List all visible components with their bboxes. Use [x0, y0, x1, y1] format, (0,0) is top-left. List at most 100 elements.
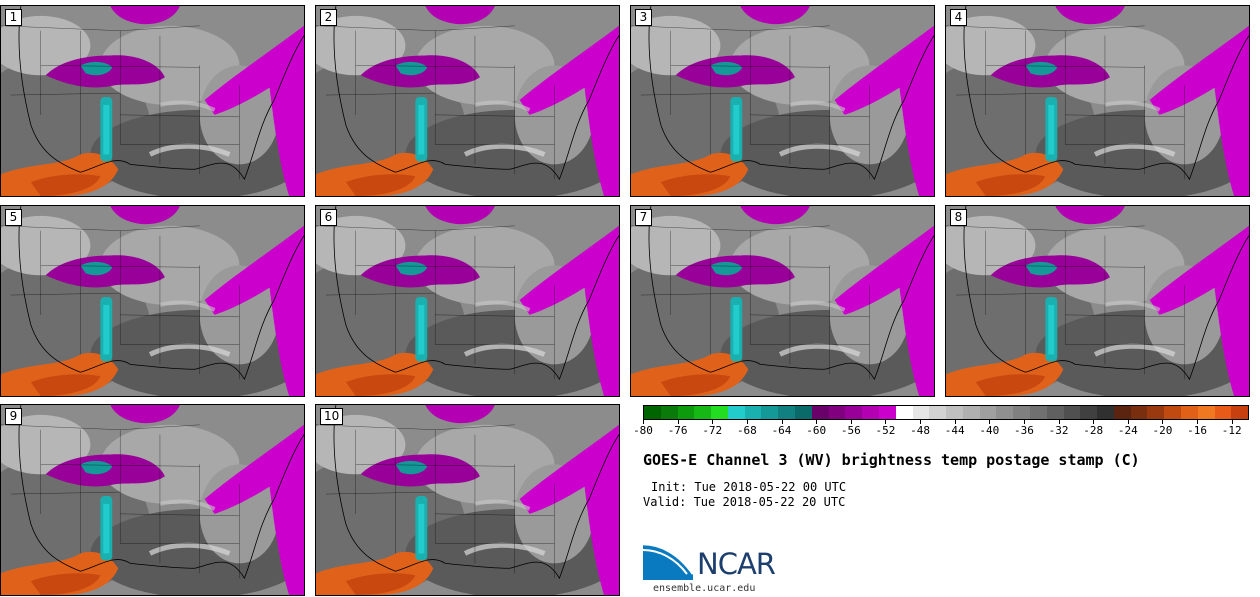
- colorbar-tick-label: -40: [979, 424, 1000, 437]
- colorbar-tick: [885, 420, 887, 424]
- colorbar-tick: [850, 420, 852, 424]
- postage-stamp-panel-6: 6: [315, 205, 620, 397]
- colorbar-segment: [1181, 406, 1198, 419]
- colorbar-segment: [1147, 406, 1165, 419]
- colorbar-tick: [746, 420, 748, 424]
- colorbar-tick-label: -80: [633, 424, 653, 437]
- wv-brightness-map: [1, 405, 304, 595]
- colorbar-segment: [711, 406, 728, 419]
- colorbar-segment: [1080, 406, 1098, 419]
- colorbar-tick-label: -36: [1013, 424, 1034, 437]
- colorbar-segment: [1197, 406, 1215, 419]
- colorbar-tick-label: -52: [875, 424, 896, 437]
- panel-number-label: 8: [950, 209, 967, 226]
- colorbar-segment: [778, 406, 796, 419]
- colorbar-segment: [811, 406, 829, 419]
- colorbar-tick-label: -32: [1048, 424, 1069, 437]
- colorbar-segment: [912, 406, 930, 419]
- colorbar-tick: [1197, 420, 1199, 424]
- colorbar-tick: [816, 420, 818, 424]
- colorbar-tick-label: -48: [910, 424, 930, 437]
- panel-number-label: 3: [635, 9, 652, 26]
- wv-brightness-map: [631, 206, 934, 396]
- colorbar-tick-label: -68: [736, 424, 757, 437]
- postage-stamp-panel-9: 9: [0, 404, 305, 596]
- colorbar-segment: [1130, 406, 1148, 419]
- colorbar-segment: [660, 406, 678, 419]
- postage-stamp-panel-5: 5: [0, 205, 305, 397]
- postage-stamp-panel-10: 10: [315, 404, 620, 596]
- colorbar-tick: [643, 420, 644, 424]
- postage-stamp-panel-3: 3: [630, 5, 935, 197]
- colorbar-segment: [1029, 406, 1047, 419]
- colorbar-segment: [979, 406, 997, 419]
- colorbar-tick-label: -28: [1083, 424, 1104, 437]
- colorbar-segment: [1231, 406, 1249, 419]
- colorbar-tick: [1093, 420, 1095, 424]
- colorbar-tick: [989, 420, 991, 424]
- colorbar-segment: [1113, 406, 1131, 419]
- colorbar-segment: [644, 406, 661, 419]
- panel-number-label: 7: [635, 209, 652, 226]
- panel-number-label: 5: [5, 209, 22, 226]
- colorbar-tick-label: -16: [1187, 424, 1207, 437]
- colorbar-segment: [677, 406, 695, 419]
- colorbar-segment: [1097, 406, 1114, 419]
- colorbar-tick: [1127, 420, 1129, 424]
- colorbar-segment: [895, 406, 913, 419]
- postage-stamp-panel-8: 8: [945, 205, 1250, 397]
- colorbar-segment: [1164, 406, 1181, 419]
- colorbar-tick: [1162, 420, 1164, 424]
- panel-number-label: 1: [5, 9, 22, 26]
- colorbar-tick-label: -60: [806, 424, 827, 437]
- colorbar-tick-label: -24: [1117, 424, 1138, 437]
- panel-number-label: 4: [950, 9, 967, 26]
- colorbar-segment: [1214, 406, 1232, 419]
- colorbar-tick-label: -12: [1221, 424, 1242, 437]
- colorbar-tick: [1023, 420, 1025, 424]
- colorbar-segment: [694, 406, 712, 419]
- colorbar: [643, 405, 1249, 420]
- postage-stamp-panel-1: 1: [0, 5, 305, 197]
- colorbar-tick-label: -20: [1152, 424, 1173, 437]
- colorbar-tick: [1058, 420, 1060, 424]
- wv-brightness-map: [316, 6, 619, 196]
- colorbar-tick: [712, 420, 714, 424]
- init-time: Init: Tue 2018-05-22 00 UTC: [651, 480, 847, 494]
- colorbar-tick: [1231, 420, 1233, 424]
- colorbar-tick: [954, 420, 956, 424]
- panel-number-label: 9: [5, 408, 22, 425]
- colorbar-tick: [677, 420, 679, 424]
- colorbar-tick-label: -72: [702, 424, 723, 437]
- colorbar-tick: [920, 420, 922, 424]
- postage-stamp-panel-4: 4: [945, 5, 1250, 197]
- ncar-logo-icon: [643, 542, 695, 580]
- ncar-wordmark: NCAR: [697, 547, 776, 581]
- postage-stamp-panel-2: 2: [315, 5, 620, 197]
- wv-brightness-map: [316, 405, 619, 595]
- colorbar-tick: [781, 420, 783, 424]
- colorbar-segment: [744, 406, 762, 419]
- colorbar-segment: [795, 406, 812, 419]
- colorbar-tick-label: -44: [944, 424, 965, 437]
- panel-number-label: 10: [320, 408, 344, 425]
- colorbar-segment: [761, 406, 779, 419]
- colorbar-tick-label: -76: [667, 424, 688, 437]
- wv-brightness-map: [946, 206, 1249, 396]
- colorbar-segment: [878, 406, 896, 419]
- colorbar-segment: [946, 406, 963, 419]
- panel-number-label: 6: [320, 209, 337, 226]
- colorbar-segment: [962, 406, 980, 419]
- colorbar-tick-label: -56: [840, 424, 861, 437]
- colorbar-segment: [727, 406, 745, 419]
- panel-number-label: 2: [320, 9, 337, 26]
- colorbar-segment: [828, 406, 846, 419]
- postage-stamp-panel-7: 7: [630, 205, 935, 397]
- colorbar-segment: [996, 406, 1014, 419]
- wv-brightness-map: [1, 6, 304, 196]
- wv-brightness-map: [631, 6, 934, 196]
- colorbar-segment: [845, 406, 863, 419]
- chart-title: GOES-E Channel 3 (WV) brightness temp po…: [643, 451, 1140, 469]
- colorbar-ticks: -80 -76 -72 -68 -64 -60 -56 -52 -48 -44 -40 -36 -32 -…: [633, 420, 1249, 442]
- colorbar-segment: [929, 406, 947, 419]
